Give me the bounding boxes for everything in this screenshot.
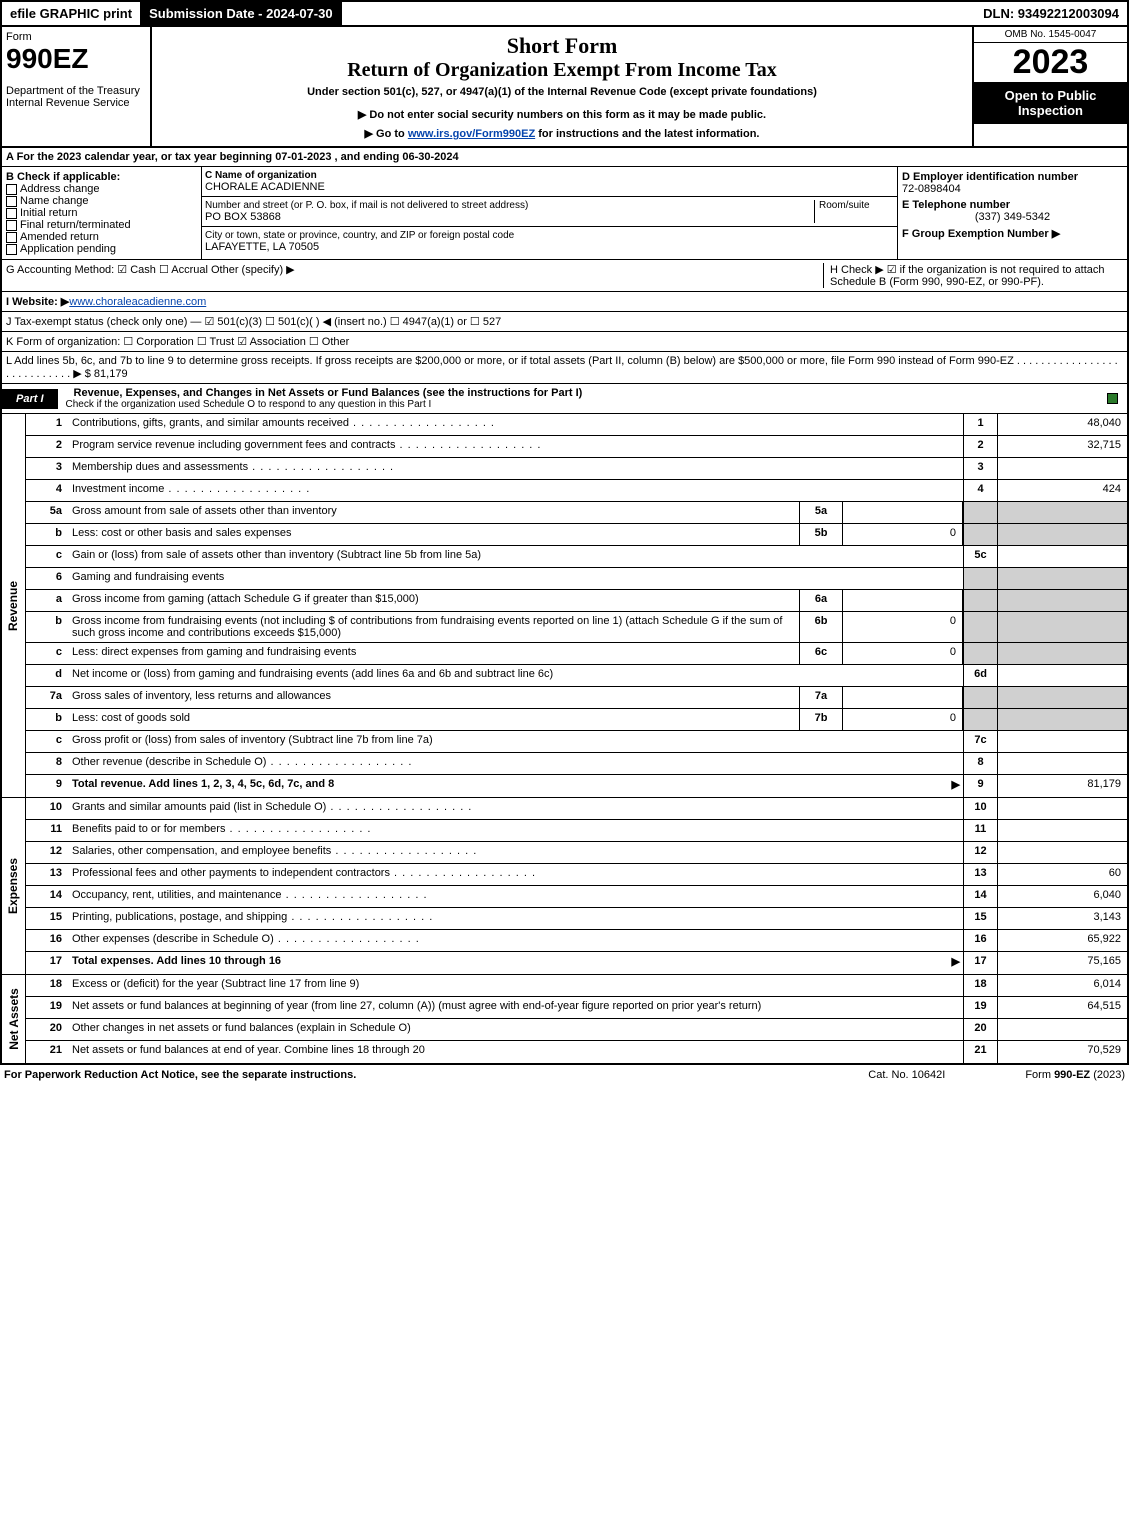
- netassets-label: Net Assets: [7, 988, 21, 1050]
- return-title: Return of Organization Exempt From Incom…: [158, 59, 966, 82]
- chk-final[interactable]: Final return/terminated: [6, 219, 197, 231]
- irs-link[interactable]: www.irs.gov/Form990EZ: [408, 128, 535, 140]
- line-j: J Tax-exempt status (check only one) — ☑…: [0, 312, 1129, 332]
- l11: Benefits paid to or for members: [68, 820, 963, 841]
- netassets-section: Net Assets 18Excess or (deficit) for the…: [0, 975, 1129, 1065]
- top-bar: efile GRAPHIC print Submission Date - 20…: [0, 0, 1129, 27]
- l17: Total expenses. Add lines 10 through 16: [68, 952, 949, 974]
- v1: 48,040: [997, 414, 1127, 435]
- l15: Printing, publications, postage, and shi…: [68, 908, 963, 929]
- l16: Other expenses (describe in Schedule O): [68, 930, 963, 951]
- l7a: Gross sales of inventory, less returns a…: [68, 687, 799, 708]
- l6a: Gross income from gaming (attach Schedul…: [68, 590, 799, 611]
- chk-address[interactable]: Address change: [6, 183, 197, 195]
- submission-date: Submission Date - 2024-07-30: [141, 2, 342, 25]
- website-link[interactable]: www.choraleacadienne.com: [69, 296, 206, 308]
- col-c: C Name of organization CHORALE ACADIENNE…: [202, 167, 897, 259]
- revenue-label: Revenue: [7, 580, 21, 630]
- l2: Program service revenue including govern…: [68, 436, 963, 457]
- line-k: K Form of organization: ☐ Corporation ☐ …: [0, 332, 1129, 352]
- b-label: B Check if applicable:: [6, 171, 197, 183]
- l3: Membership dues and assessments: [68, 458, 963, 479]
- addr: PO BOX 53868: [205, 211, 814, 223]
- v2: 32,715: [997, 436, 1127, 457]
- e-label: E Telephone number: [902, 199, 1123, 211]
- line-h: H Check ▶ ☑ if the organization is not r…: [823, 263, 1123, 288]
- l20: Other changes in net assets or fund bala…: [68, 1019, 963, 1040]
- omb: OMB No. 1545-0047: [974, 27, 1127, 43]
- foot-left: For Paperwork Reduction Act Notice, see …: [4, 1069, 356, 1081]
- l13: Professional fees and other payments to …: [68, 864, 963, 885]
- line-i: I Website: ▶www.choraleacadienne.com: [0, 292, 1129, 312]
- l1: Contributions, gifts, grants, and simila…: [68, 414, 963, 435]
- city-label: City or town, state or province, country…: [205, 230, 894, 241]
- form-number: 990EZ: [6, 43, 146, 75]
- foot-right: Form 990-EZ (2023): [1025, 1069, 1125, 1081]
- ein: 72-0898404: [902, 183, 1123, 195]
- foot-mid: Cat. No. 10642I: [868, 1069, 945, 1081]
- c-name-label: C Name of organization: [205, 170, 894, 181]
- form-label: Form: [6, 31, 146, 43]
- f-label: F Group Exemption Number ▶: [902, 227, 1123, 240]
- l7c: Gross profit or (loss) from sales of inv…: [68, 731, 963, 752]
- line-g: G Accounting Method: ☑ Cash ☐ Accrual Ot…: [6, 263, 823, 288]
- v4: 424: [997, 480, 1127, 501]
- short-form: Short Form: [158, 33, 966, 59]
- efile-label[interactable]: efile GRAPHIC print: [2, 2, 141, 25]
- expenses-section: Expenses 10Grants and similar amounts pa…: [0, 798, 1129, 975]
- l10: Grants and similar amounts paid (list in…: [68, 798, 963, 819]
- part1-check[interactable]: [1107, 393, 1118, 404]
- dept: Department of the Treasury Internal Reve…: [6, 85, 146, 109]
- dln: DLN: 93492212003094: [975, 2, 1127, 25]
- col-b: B Check if applicable: Address change Na…: [2, 167, 202, 259]
- room-label: Room/suite: [814, 200, 894, 223]
- l6b: Gross income from fundraising events (no…: [68, 612, 799, 642]
- l6: Gaming and fundraising events: [68, 568, 963, 589]
- col-d: D Employer identification number 72-0898…: [897, 167, 1127, 259]
- note1: ▶ Do not enter social security numbers o…: [158, 108, 966, 121]
- part-1-header: Part I Revenue, Expenses, and Changes in…: [0, 384, 1129, 414]
- chk-amended[interactable]: Amended return: [6, 231, 197, 243]
- line-l: L Add lines 5b, 6c, and 7b to line 9 to …: [0, 352, 1129, 384]
- tax-year: 2023: [974, 43, 1127, 82]
- city: LAFAYETTE, LA 70505: [205, 241, 894, 253]
- line-a: A For the 2023 calendar year, or tax yea…: [0, 148, 1129, 167]
- part-tag: Part I: [2, 389, 58, 409]
- note2: ▶ Go to www.irs.gov/Form990EZ for instru…: [365, 128, 760, 140]
- l7b: Less: cost of goods sold: [68, 709, 799, 730]
- form-header: Form 990EZ Department of the Treasury In…: [0, 27, 1129, 148]
- l5a: Gross amount from sale of assets other t…: [68, 502, 799, 523]
- expenses-label: Expenses: [7, 858, 21, 914]
- info-block: B Check if applicable: Address change Na…: [0, 167, 1129, 260]
- l4: Investment income: [68, 480, 963, 501]
- org-name: CHORALE ACADIENNE: [205, 181, 894, 193]
- l6c: Less: direct expenses from gaming and fu…: [68, 643, 799, 664]
- v9: 81,179: [997, 775, 1127, 797]
- open-to-public: Open to Public Inspection: [974, 82, 1127, 124]
- v3: [997, 458, 1127, 479]
- l6d: Net income or (loss) from gaming and fun…: [68, 665, 963, 686]
- revenue-section: Revenue 1Contributions, gifts, grants, a…: [0, 414, 1129, 798]
- l18: Excess or (deficit) for the year (Subtra…: [68, 975, 963, 996]
- part-subtitle: Check if the organization used Schedule …: [66, 399, 1099, 410]
- addr-label: Number and street (or P. O. box, if mail…: [205, 200, 814, 211]
- l9: Total revenue. Add lines 1, 2, 3, 4, 5c,…: [68, 775, 949, 797]
- l21: Net assets or fund balances at end of ye…: [68, 1041, 963, 1063]
- l12: Salaries, other compensation, and employ…: [68, 842, 963, 863]
- part-title: Revenue, Expenses, and Changes in Net As…: [66, 387, 1099, 399]
- subtitle: Under section 501(c), 527, or 4947(a)(1)…: [158, 86, 966, 98]
- l5c: Gain or (loss) from sale of assets other…: [68, 546, 963, 567]
- footer: For Paperwork Reduction Act Notice, see …: [0, 1065, 1129, 1085]
- l19: Net assets or fund balances at beginning…: [68, 997, 963, 1018]
- l14: Occupancy, rent, utilities, and maintena…: [68, 886, 963, 907]
- l5b: Less: cost or other basis and sales expe…: [68, 524, 799, 545]
- phone: (337) 349-5342: [902, 211, 1123, 223]
- d-label: D Employer identification number: [902, 171, 1123, 183]
- chk-pending[interactable]: Application pending: [6, 243, 197, 255]
- chk-initial[interactable]: Initial return: [6, 207, 197, 219]
- chk-name[interactable]: Name change: [6, 195, 197, 207]
- l8: Other revenue (describe in Schedule O): [68, 753, 963, 774]
